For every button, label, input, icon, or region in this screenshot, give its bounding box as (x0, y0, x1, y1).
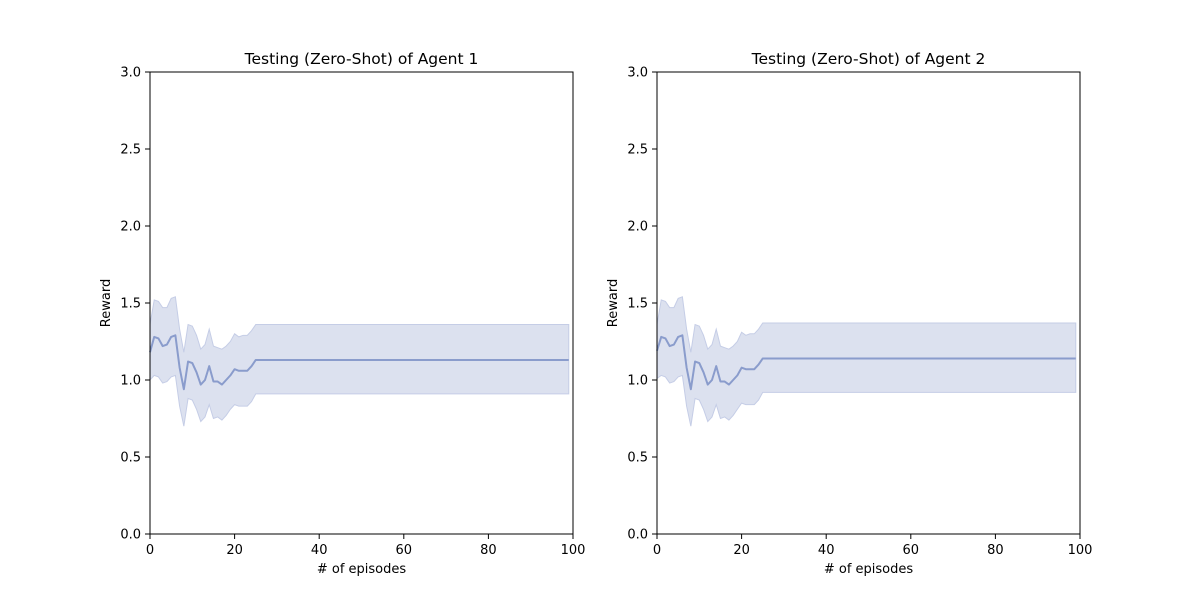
y-tick-label: 3.0 (627, 66, 648, 81)
y-tick-label: 0.5 (627, 451, 648, 466)
axes-frame (149, 71, 574, 535)
x-tick-label: 20 (226, 543, 243, 558)
y-tick-label: 2.0 (120, 220, 141, 235)
x-tick-label: 20 (733, 543, 750, 558)
x-tick-label: 40 (818, 543, 835, 558)
mean-reward-line (656, 334, 1076, 391)
x-axis-ticks: 0 20 40 60 80 100 (146, 534, 586, 558)
confidence-band (149, 296, 570, 427)
y-tick-label: 0.0 (627, 528, 648, 543)
y-axis-title: Reward (99, 279, 114, 327)
y-axis-title: Reward (606, 279, 621, 327)
y-tick-label: 0.0 (120, 528, 141, 543)
x-axis-ticks: 0 20 40 60 80 100 (653, 534, 1093, 558)
x-tick-label: 80 (987, 543, 1004, 558)
chart-panel-agent-2: Testing (Zero-Shot) of Agent 2 0 20 40 60 80… (606, 50, 1092, 577)
y-tick-label: 2.5 (627, 143, 648, 158)
y-tick-label: 2.0 (627, 220, 648, 235)
x-tick-label: 80 (480, 543, 497, 558)
x-tick-label: 100 (1068, 543, 1093, 558)
mean-reward-line (149, 334, 569, 391)
axes-frame (656, 71, 1081, 535)
x-tick-label: 40 (311, 543, 328, 558)
y-tick-label: 2.5 (120, 143, 141, 158)
x-axis-title: # of episodes (317, 562, 407, 577)
y-tick-label: 3.0 (120, 66, 141, 81)
plot-area (656, 296, 1077, 427)
y-tick-label: 1.5 (120, 297, 141, 312)
confidence-band (656, 296, 1077, 427)
y-axis-ticks: 0.0 0.5 1.0 1.5 2.0 2.5 3.0 (627, 66, 657, 543)
y-tick-label: 1.0 (627, 374, 648, 389)
x-tick-label: 60 (396, 543, 413, 558)
x-tick-label: 60 (903, 543, 920, 558)
x-tick-label: 0 (146, 543, 154, 558)
y-tick-label: 1.5 (627, 297, 648, 312)
y-tick-label: 0.5 (120, 451, 141, 466)
x-tick-label: 100 (561, 543, 586, 558)
x-tick-label: 0 (653, 543, 661, 558)
plot-area (149, 296, 570, 427)
chart-title: Testing (Zero-Shot) of Agent 2 (751, 50, 986, 68)
y-axis-ticks: 0.0 0.5 1.0 1.5 2.0 2.5 3.0 (120, 66, 150, 543)
chart-panel-agent-1: Testing (Zero-Shot) of Agent 1 0 20 40 60 80… (99, 50, 585, 577)
chart-title: Testing (Zero-Shot) of Agent 1 (244, 50, 479, 68)
y-tick-label: 1.0 (120, 374, 141, 389)
x-axis-title: # of episodes (824, 562, 914, 577)
